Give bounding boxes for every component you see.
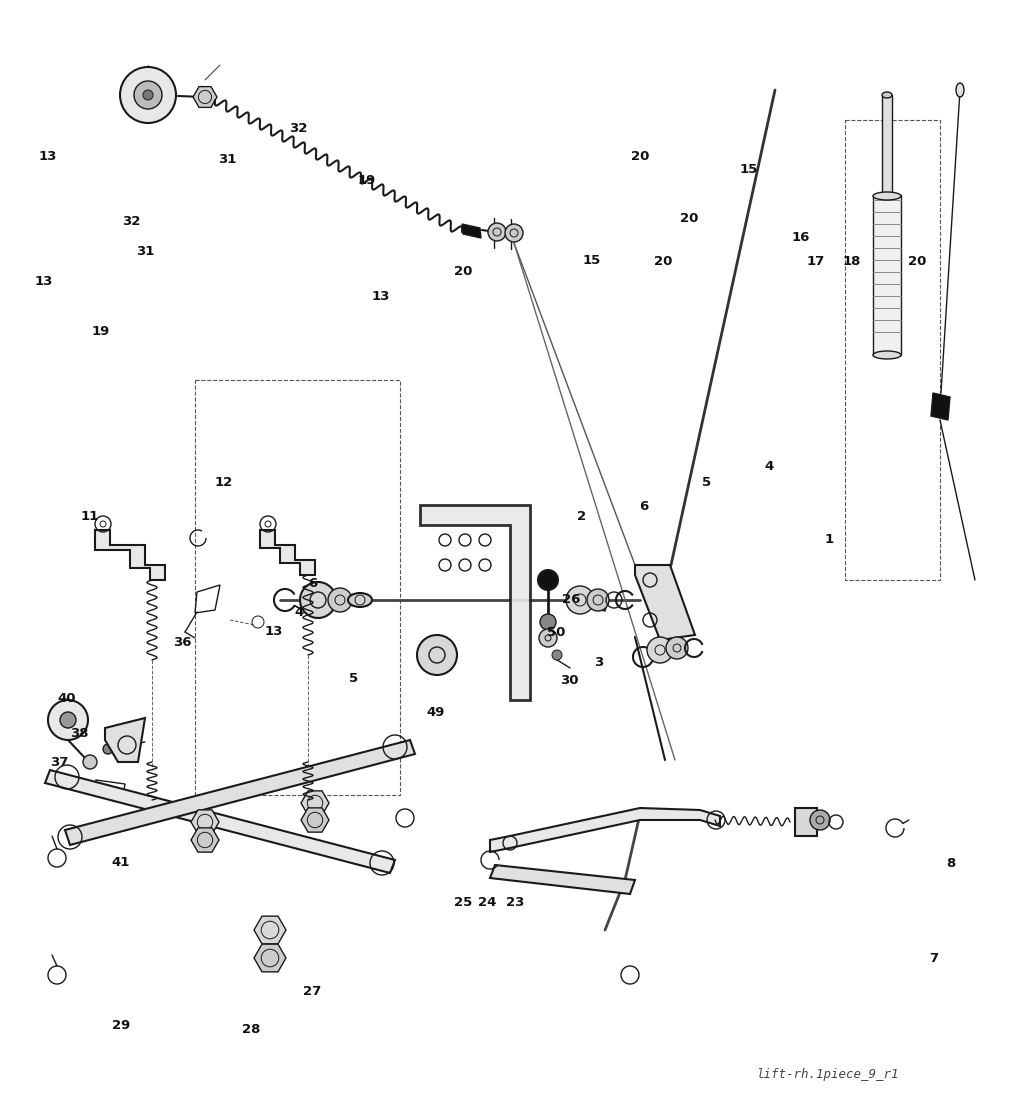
- Polygon shape: [254, 916, 286, 944]
- Text: 19: 19: [91, 325, 110, 338]
- Polygon shape: [95, 529, 165, 580]
- Circle shape: [587, 589, 609, 611]
- Polygon shape: [301, 791, 329, 815]
- Text: 31: 31: [218, 153, 237, 166]
- Text: 18: 18: [843, 255, 861, 268]
- Text: 8: 8: [946, 857, 956, 870]
- Text: 27: 27: [303, 985, 322, 999]
- Text: 2: 2: [578, 509, 586, 523]
- Text: 20: 20: [631, 150, 649, 163]
- Text: 13: 13: [264, 624, 283, 638]
- Polygon shape: [191, 828, 219, 852]
- Ellipse shape: [348, 593, 372, 607]
- Polygon shape: [191, 810, 219, 834]
- Circle shape: [120, 67, 176, 123]
- Polygon shape: [931, 393, 950, 420]
- Circle shape: [552, 650, 562, 660]
- Text: 49: 49: [426, 706, 444, 719]
- Text: 20: 20: [454, 265, 472, 278]
- Text: 37: 37: [50, 756, 69, 770]
- Polygon shape: [193, 87, 217, 107]
- Ellipse shape: [956, 83, 964, 97]
- Text: 4: 4: [764, 460, 774, 474]
- Ellipse shape: [873, 192, 901, 200]
- Circle shape: [48, 700, 88, 739]
- Text: 4: 4: [294, 605, 304, 619]
- Polygon shape: [301, 808, 329, 832]
- Polygon shape: [462, 225, 481, 238]
- Circle shape: [488, 223, 506, 241]
- Polygon shape: [45, 770, 395, 873]
- Text: 40: 40: [57, 691, 76, 705]
- Circle shape: [540, 614, 556, 630]
- Circle shape: [83, 755, 97, 768]
- Text: 15: 15: [739, 163, 758, 176]
- Text: 5: 5: [702, 476, 711, 489]
- Circle shape: [566, 586, 594, 614]
- Circle shape: [300, 582, 336, 618]
- Text: 31: 31: [136, 245, 155, 258]
- Polygon shape: [105, 718, 145, 762]
- Text: 15: 15: [583, 254, 601, 267]
- Ellipse shape: [873, 351, 901, 359]
- Text: 13: 13: [39, 150, 57, 163]
- Text: 6: 6: [639, 499, 649, 513]
- Bar: [195, 380, 400, 795]
- Text: 19: 19: [357, 174, 376, 188]
- Text: 20: 20: [908, 255, 927, 268]
- Text: 25: 25: [454, 896, 472, 909]
- Text: 24: 24: [478, 896, 497, 909]
- Text: 5: 5: [349, 671, 357, 685]
- Circle shape: [103, 744, 113, 754]
- Text: 6: 6: [307, 576, 317, 590]
- Polygon shape: [254, 944, 286, 972]
- Text: 30: 30: [560, 674, 579, 687]
- Text: 12: 12: [214, 476, 232, 489]
- Text: 3: 3: [594, 656, 604, 669]
- Polygon shape: [589, 596, 608, 611]
- Text: 23: 23: [506, 896, 524, 909]
- Circle shape: [134, 82, 162, 109]
- Polygon shape: [635, 565, 695, 640]
- Text: 26: 26: [562, 593, 581, 607]
- Text: 1: 1: [825, 533, 834, 546]
- Text: 29: 29: [112, 1019, 130, 1032]
- Circle shape: [539, 629, 557, 647]
- Circle shape: [143, 90, 153, 101]
- Text: 28: 28: [242, 1023, 260, 1037]
- Text: 38: 38: [70, 727, 88, 741]
- Polygon shape: [260, 529, 315, 575]
- Circle shape: [60, 712, 76, 728]
- Ellipse shape: [882, 92, 892, 98]
- Text: 50: 50: [547, 626, 565, 639]
- Polygon shape: [490, 865, 635, 894]
- Bar: [795, 808, 817, 836]
- Polygon shape: [490, 808, 720, 852]
- Text: 13: 13: [35, 275, 53, 288]
- Circle shape: [666, 637, 688, 659]
- Text: 7: 7: [930, 952, 938, 965]
- Circle shape: [417, 634, 457, 675]
- Circle shape: [810, 810, 830, 830]
- Text: 20: 20: [654, 255, 673, 268]
- Polygon shape: [420, 505, 530, 700]
- Text: 13: 13: [372, 289, 390, 303]
- Bar: [873, 195, 901, 355]
- Bar: [845, 120, 940, 580]
- Circle shape: [538, 570, 558, 590]
- Text: 36: 36: [173, 636, 191, 649]
- Text: 17: 17: [807, 255, 825, 268]
- Text: 41: 41: [112, 856, 130, 869]
- Bar: [882, 95, 892, 195]
- Polygon shape: [65, 739, 415, 844]
- Text: 32: 32: [289, 122, 307, 135]
- Text: 20: 20: [680, 212, 698, 226]
- Circle shape: [328, 588, 352, 612]
- Circle shape: [647, 637, 673, 663]
- Circle shape: [505, 225, 523, 242]
- Text: lift-rh.1piece_9_r1: lift-rh.1piece_9_r1: [756, 1068, 899, 1081]
- Text: 32: 32: [122, 214, 140, 228]
- Text: 11: 11: [81, 509, 99, 523]
- Text: 16: 16: [792, 231, 810, 245]
